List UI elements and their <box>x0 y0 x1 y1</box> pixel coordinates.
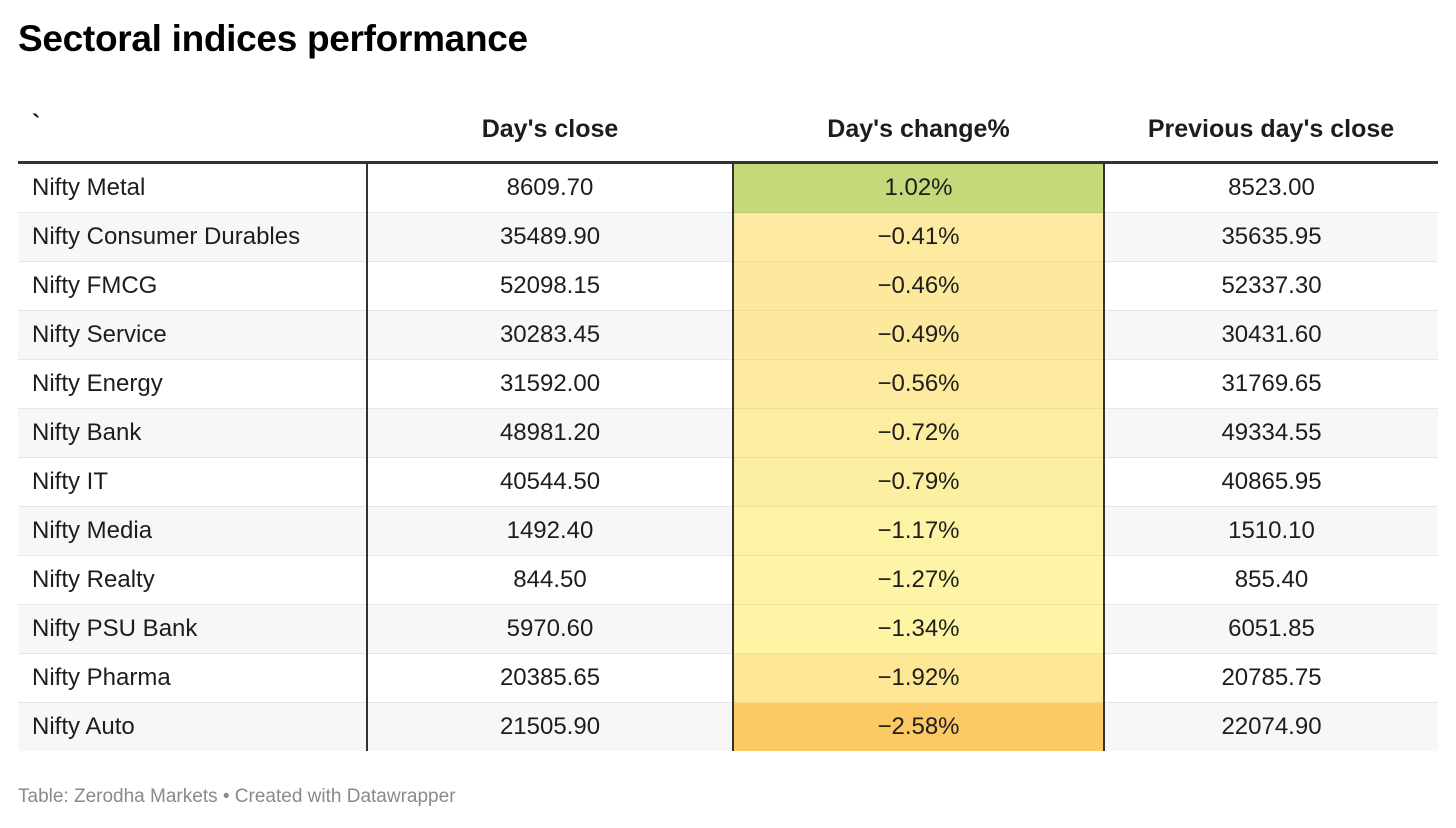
table-row: Nifty FMCG 52098.15 −0.46% 52337.30 <box>18 261 1438 311</box>
table-row: Nifty Service 30283.45 −0.49% 30431.60 <box>18 310 1438 360</box>
previous-close-cell: 40865.95 <box>1104 457 1438 507</box>
index-name-cell: Nifty Pharma <box>18 653 368 703</box>
index-name-cell: Nifty PSU Bank <box>18 604 368 654</box>
days-close-cell: 40544.50 <box>367 457 734 507</box>
source-footer: Table: Zerodha Markets • Created with Da… <box>18 786 456 807</box>
index-name-cell: Nifty Consumer Durables <box>18 212 368 262</box>
days-change-cell: −0.41% <box>733 212 1105 262</box>
index-name-cell: Nifty Energy <box>18 359 368 409</box>
days-close-cell: 35489.90 <box>367 212 734 262</box>
previous-close-cell: 52337.30 <box>1104 261 1438 311</box>
days-change-cell: 1.02% <box>733 162 1105 213</box>
index-name-cell: Nifty FMCG <box>18 261 368 311</box>
days-close-cell: 48981.20 <box>367 408 734 458</box>
days-change-cell: −1.27% <box>733 555 1105 605</box>
previous-close-cell: 49334.55 <box>1104 408 1438 458</box>
previous-close-cell: 35635.95 <box>1104 212 1438 262</box>
header-previous-close[interactable]: Previous day's close <box>1104 98 1438 164</box>
days-change-cell: −0.79% <box>733 457 1105 507</box>
days-close-cell: 30283.45 <box>367 310 734 360</box>
previous-close-cell: 6051.85 <box>1104 604 1438 654</box>
previous-close-cell: 1510.10 <box>1104 506 1438 556</box>
index-name-cell: Nifty Bank <box>18 408 368 458</box>
days-change-cell: −0.72% <box>733 408 1105 458</box>
index-name-cell: Nifty Media <box>18 506 368 556</box>
table-row: Nifty Consumer Durables 35489.90 −0.41% 356… <box>18 212 1438 262</box>
index-name-cell: Nifty Realty <box>18 555 368 605</box>
index-name-cell: Nifty Service <box>18 310 368 360</box>
previous-close-cell: 31769.65 <box>1104 359 1438 409</box>
days-change-cell: −2.58% <box>733 702 1105 751</box>
days-close-cell: 1492.40 <box>367 506 734 556</box>
table-row: Nifty Media 1492.40 −1.17% 1510.10 <box>18 506 1438 556</box>
days-close-cell: 20385.65 <box>367 653 734 703</box>
days-change-cell: −0.49% <box>733 310 1105 360</box>
table-row: Nifty Energy 31592.00 −0.56% 31769.65 <box>18 359 1438 409</box>
days-change-cell: −1.92% <box>733 653 1105 703</box>
chart-title: Sectoral indices performance <box>18 18 528 59</box>
table-row: Nifty IT 40544.50 −0.79% 40865.95 <box>18 457 1438 507</box>
sector-table: ` Day's close Day's change% Previous day… <box>18 98 1438 751</box>
previous-close-cell: 22074.90 <box>1104 702 1438 751</box>
table-row: Nifty Bank 48981.20 −0.72% 49334.55 <box>18 408 1438 458</box>
previous-close-cell: 8523.00 <box>1104 162 1438 213</box>
previous-close-cell: 855.40 <box>1104 555 1438 605</box>
table-row: Nifty Pharma 20385.65 −1.92% 20785.75 <box>18 653 1438 703</box>
days-change-cell: −0.56% <box>733 359 1105 409</box>
days-change-cell: −1.17% <box>733 506 1105 556</box>
days-close-cell: 8609.70 <box>367 162 734 213</box>
table-row: Nifty Metal 8609.70 1.02% 8523.00 <box>18 162 1438 213</box>
index-name-cell: Nifty IT <box>18 457 368 507</box>
table-body: Nifty Metal 8609.70 1.02% 8523.00 Nifty Cons… <box>18 162 1438 751</box>
table-row: Nifty Realty 844.50 −1.27% 855.40 <box>18 555 1438 605</box>
days-change-cell: −0.46% <box>733 261 1105 311</box>
days-close-cell: 31592.00 <box>367 359 734 409</box>
days-close-cell: 844.50 <box>367 555 734 605</box>
header-row: ` Day's close Day's change% Previous day… <box>18 98 1438 164</box>
previous-close-cell: 20785.75 <box>1104 653 1438 703</box>
header-index-name[interactable]: ` <box>18 98 367 164</box>
days-change-cell: −1.34% <box>733 604 1105 654</box>
table-row: Nifty Auto 21505.90 −2.58% 22074.90 <box>18 702 1438 751</box>
index-name-cell: Nifty Metal <box>18 162 368 213</box>
days-close-cell: 21505.90 <box>367 702 734 751</box>
days-close-cell: 5970.60 <box>367 604 734 654</box>
table-row: Nifty PSU Bank 5970.60 −1.34% 6051.85 <box>18 604 1438 654</box>
days-close-cell: 52098.15 <box>367 261 734 311</box>
previous-close-cell: 30431.60 <box>1104 310 1438 360</box>
header-days-change[interactable]: Day's change% <box>733 98 1104 164</box>
header-days-close[interactable]: Day's close <box>367 98 733 164</box>
index-name-cell: Nifty Auto <box>18 702 368 751</box>
